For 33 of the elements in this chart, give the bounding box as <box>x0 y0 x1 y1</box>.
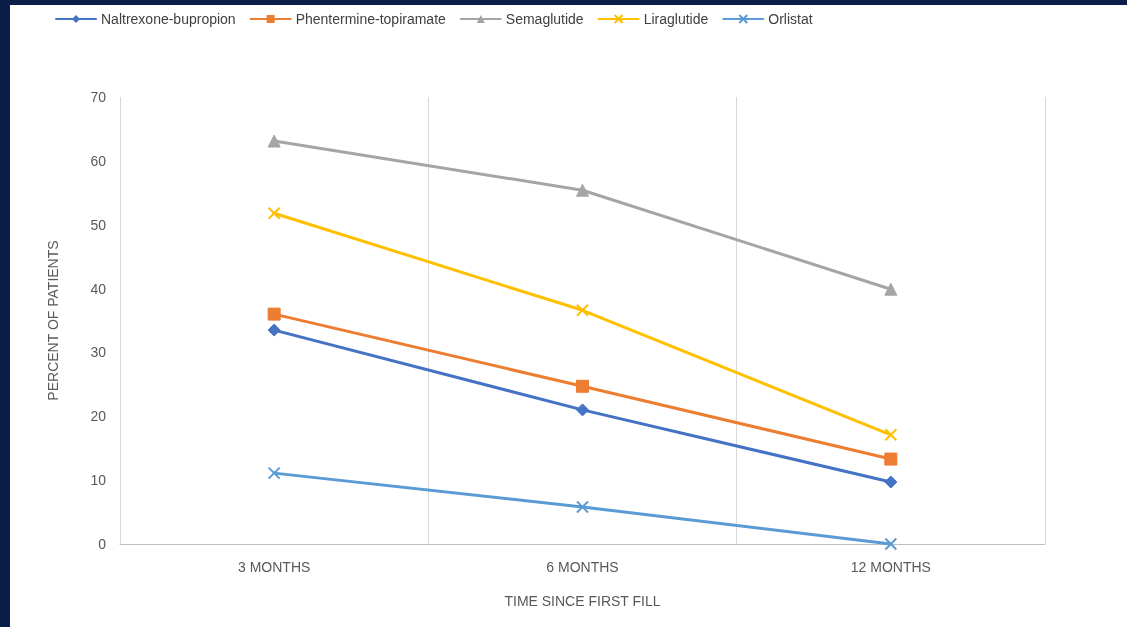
legend-label: Naltrexone-bupropion <box>101 11 236 27</box>
point <box>884 452 898 466</box>
x-tick-label: 3 MONTHS <box>237 559 311 575</box>
y-tick-label: 20 <box>90 408 107 425</box>
y-tick-label: 60 <box>90 152 107 169</box>
point <box>267 134 281 148</box>
point <box>576 183 589 197</box>
y-tick-label: 10 <box>90 472 107 489</box>
point <box>267 307 281 321</box>
x-axis-title: TIME SINCE FIRST FILL <box>504 593 661 609</box>
point <box>884 475 898 489</box>
legend-label: Liraglutide <box>643 11 709 27</box>
legend-label: Phentermine-topiramate <box>295 11 447 27</box>
point <box>884 537 898 551</box>
point <box>267 466 281 480</box>
point <box>267 206 281 220</box>
y-tick-label: 30 <box>90 344 107 361</box>
point <box>576 379 589 393</box>
point <box>576 303 589 317</box>
point <box>576 403 589 417</box>
y-tick-label: 70 <box>90 89 107 105</box>
point <box>576 500 589 514</box>
y-axis-title: PERCENT OF PATIENTS <box>45 240 61 401</box>
point <box>884 282 898 296</box>
point <box>884 428 898 442</box>
y-tick-label: 40 <box>90 280 107 297</box>
x-tick-label: 12 MONTHS <box>850 559 931 575</box>
legend-label: Orlistat <box>768 11 813 27</box>
x-tick-label: 6 MONTHS <box>546 559 619 575</box>
point <box>267 323 281 337</box>
y-tick-label: 50 <box>90 216 107 233</box>
legend-label: Semaglutide <box>505 11 584 27</box>
y-tick-label: 0 <box>98 536 107 552</box>
